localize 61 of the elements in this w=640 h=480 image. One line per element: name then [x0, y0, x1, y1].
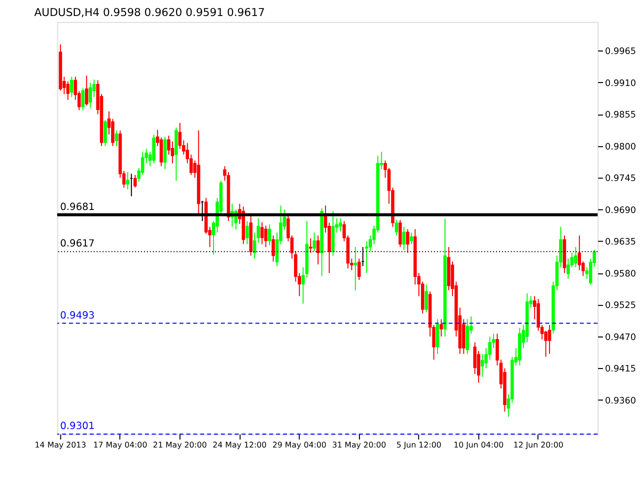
- candlestick: [272, 235, 275, 262]
- x-tick-label: 10 Jun 04:00: [454, 440, 504, 450]
- candlestick: [70, 76, 74, 98]
- candlestick: [440, 318, 443, 338]
- x-tick-label: 12 Jun 20:00: [513, 440, 564, 450]
- candlestick: [394, 219, 398, 236]
- candlestick: [152, 134, 156, 164]
- candlestick: [354, 246, 358, 291]
- candlestick: [88, 82, 92, 108]
- candlestick: [548, 324, 552, 354]
- candlestick: [81, 88, 84, 111]
- ref-line-label: 0.9681: [60, 202, 95, 213]
- candlestick: [406, 228, 410, 254]
- y-tick-label: 0.9360: [604, 396, 636, 406]
- candlestick: [114, 130, 118, 147]
- candlestick: [462, 318, 466, 354]
- x-tick-label: 31 May 20:00: [332, 440, 386, 450]
- y-tick-label: 0.9580: [604, 269, 636, 280]
- ref-line-label: 0.9301: [60, 421, 95, 432]
- chart-title: AUDUSD,H4 0.9598 0.9620 0.9591 0.9617: [34, 6, 265, 19]
- candlestick: [358, 258, 361, 280]
- candlestick: [312, 232, 316, 252]
- y-tick-label: 0.9910: [604, 78, 636, 89]
- x-tick-label: 14 May 2013: [34, 440, 86, 450]
- candlestick: [466, 318, 470, 354]
- ref-line-label: 0.9617: [60, 238, 95, 250]
- y-tick-label: 0.9525: [604, 301, 636, 312]
- candlestick: [163, 136, 167, 170]
- candlestick: [264, 225, 268, 248]
- y-tick-label: 0.9690: [604, 206, 636, 216]
- candlestick: [402, 226, 406, 250]
- candlestick: [308, 238, 312, 254]
- candlestick: [574, 246, 578, 268]
- y-tick-label: 0.9855: [604, 110, 636, 121]
- candlestick: [246, 220, 249, 245]
- candlestick: [126, 172, 130, 190]
- candlestick: [66, 80, 70, 100]
- ref-line-label: 0.9493: [60, 310, 95, 322]
- candlestick: [268, 224, 272, 246]
- candlestick: [134, 174, 137, 188]
- x-tick-label: 5 Jun 12:00: [396, 440, 442, 450]
- candlestick: [424, 284, 428, 313]
- candlestick: [260, 222, 264, 245]
- y-tick-label: 0.9965: [604, 47, 636, 58]
- candlestick: [410, 232, 414, 245]
- x-tick-label: 24 May 12:00: [212, 440, 267, 450]
- y-tick-label: 0.9635: [604, 238, 636, 248]
- x-tick-label: 21 May 20:00: [152, 440, 207, 450]
- candlestick: [338, 218, 342, 232]
- candlestick: [364, 240, 368, 274]
- y-tick-label: 0.9800: [604, 142, 636, 152]
- x-tick-label: 29 May 04:00: [272, 440, 326, 450]
- y-tick-label: 0.9415: [604, 364, 636, 375]
- y-tick-label: 0.9470: [604, 332, 636, 343]
- candlestick: [104, 120, 107, 147]
- candlestick: [170, 140, 174, 164]
- candlestick: [84, 75, 88, 106]
- x-tick-label: 17 May 04:00: [93, 440, 148, 450]
- candlestick: [436, 318, 440, 354]
- candlestick: [398, 219, 402, 248]
- y-tick-label: 0.9745: [604, 174, 636, 184]
